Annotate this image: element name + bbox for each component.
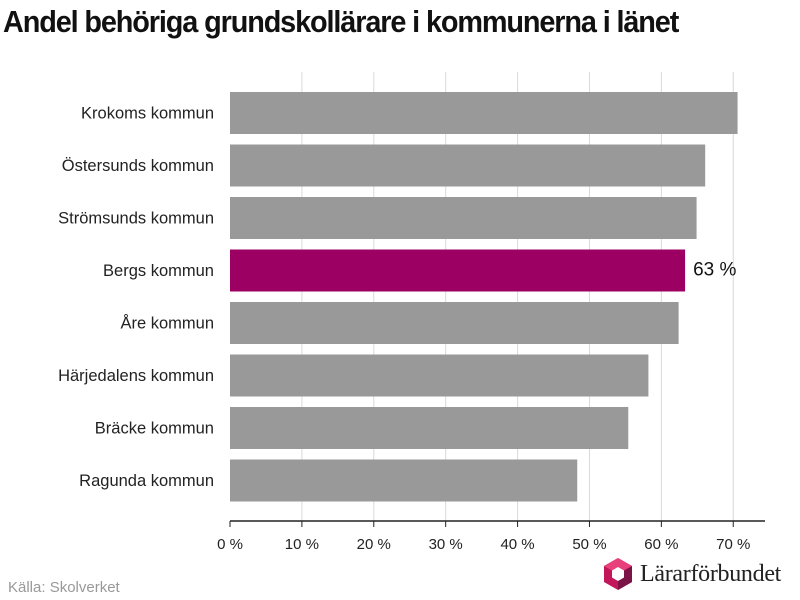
category-label: Ragunda kommun xyxy=(79,472,214,490)
data-labels: 63 % xyxy=(693,260,736,281)
hexagon-logo-icon xyxy=(604,558,632,590)
category-label: Östersunds kommun xyxy=(62,157,214,175)
bar xyxy=(230,197,697,239)
x-tick-label: 10 % xyxy=(285,536,319,553)
bar xyxy=(230,249,686,292)
x-tick-label: 40 % xyxy=(500,536,534,553)
logo: Lärarförbundet xyxy=(602,557,781,591)
category-label: Bergs kommun xyxy=(103,262,214,280)
data-label: 63 % xyxy=(693,260,736,281)
category-label: Åre kommun xyxy=(120,314,214,333)
grid-lines xyxy=(301,72,734,521)
bar xyxy=(230,354,649,397)
category-label: Krokoms kommun xyxy=(81,105,214,123)
x-tick-label: 70 % xyxy=(716,536,750,553)
bar xyxy=(230,459,578,502)
bar xyxy=(230,144,706,187)
source-note: Källa: Skolverket xyxy=(8,579,120,596)
x-tick-label: 20 % xyxy=(357,536,391,553)
x-tick-label: 0 % xyxy=(217,536,243,553)
category-label: Bräcke kommun xyxy=(95,420,214,438)
logo-text: Lärarförbundet xyxy=(640,560,782,587)
bars xyxy=(230,92,738,502)
x-tick-label: 50 % xyxy=(572,536,606,553)
bar xyxy=(230,407,629,449)
category-label: Strömsunds kommun xyxy=(58,210,214,228)
category-label: Härjedalens kommun xyxy=(58,367,214,385)
category-labels: Krokoms kommun Östersunds kommun Strömsund… xyxy=(58,105,214,491)
bar xyxy=(230,92,738,134)
bar xyxy=(230,302,679,344)
x-axis: 0 % 10 % 20 % 30 % 40 % 50 % 60 % 70 % xyxy=(217,520,765,553)
x-tick-label: 60 % xyxy=(644,536,678,553)
x-tick-label: 30 % xyxy=(429,536,463,553)
chart-title: Andel behöriga grundskollärare i kommune… xyxy=(3,4,679,39)
